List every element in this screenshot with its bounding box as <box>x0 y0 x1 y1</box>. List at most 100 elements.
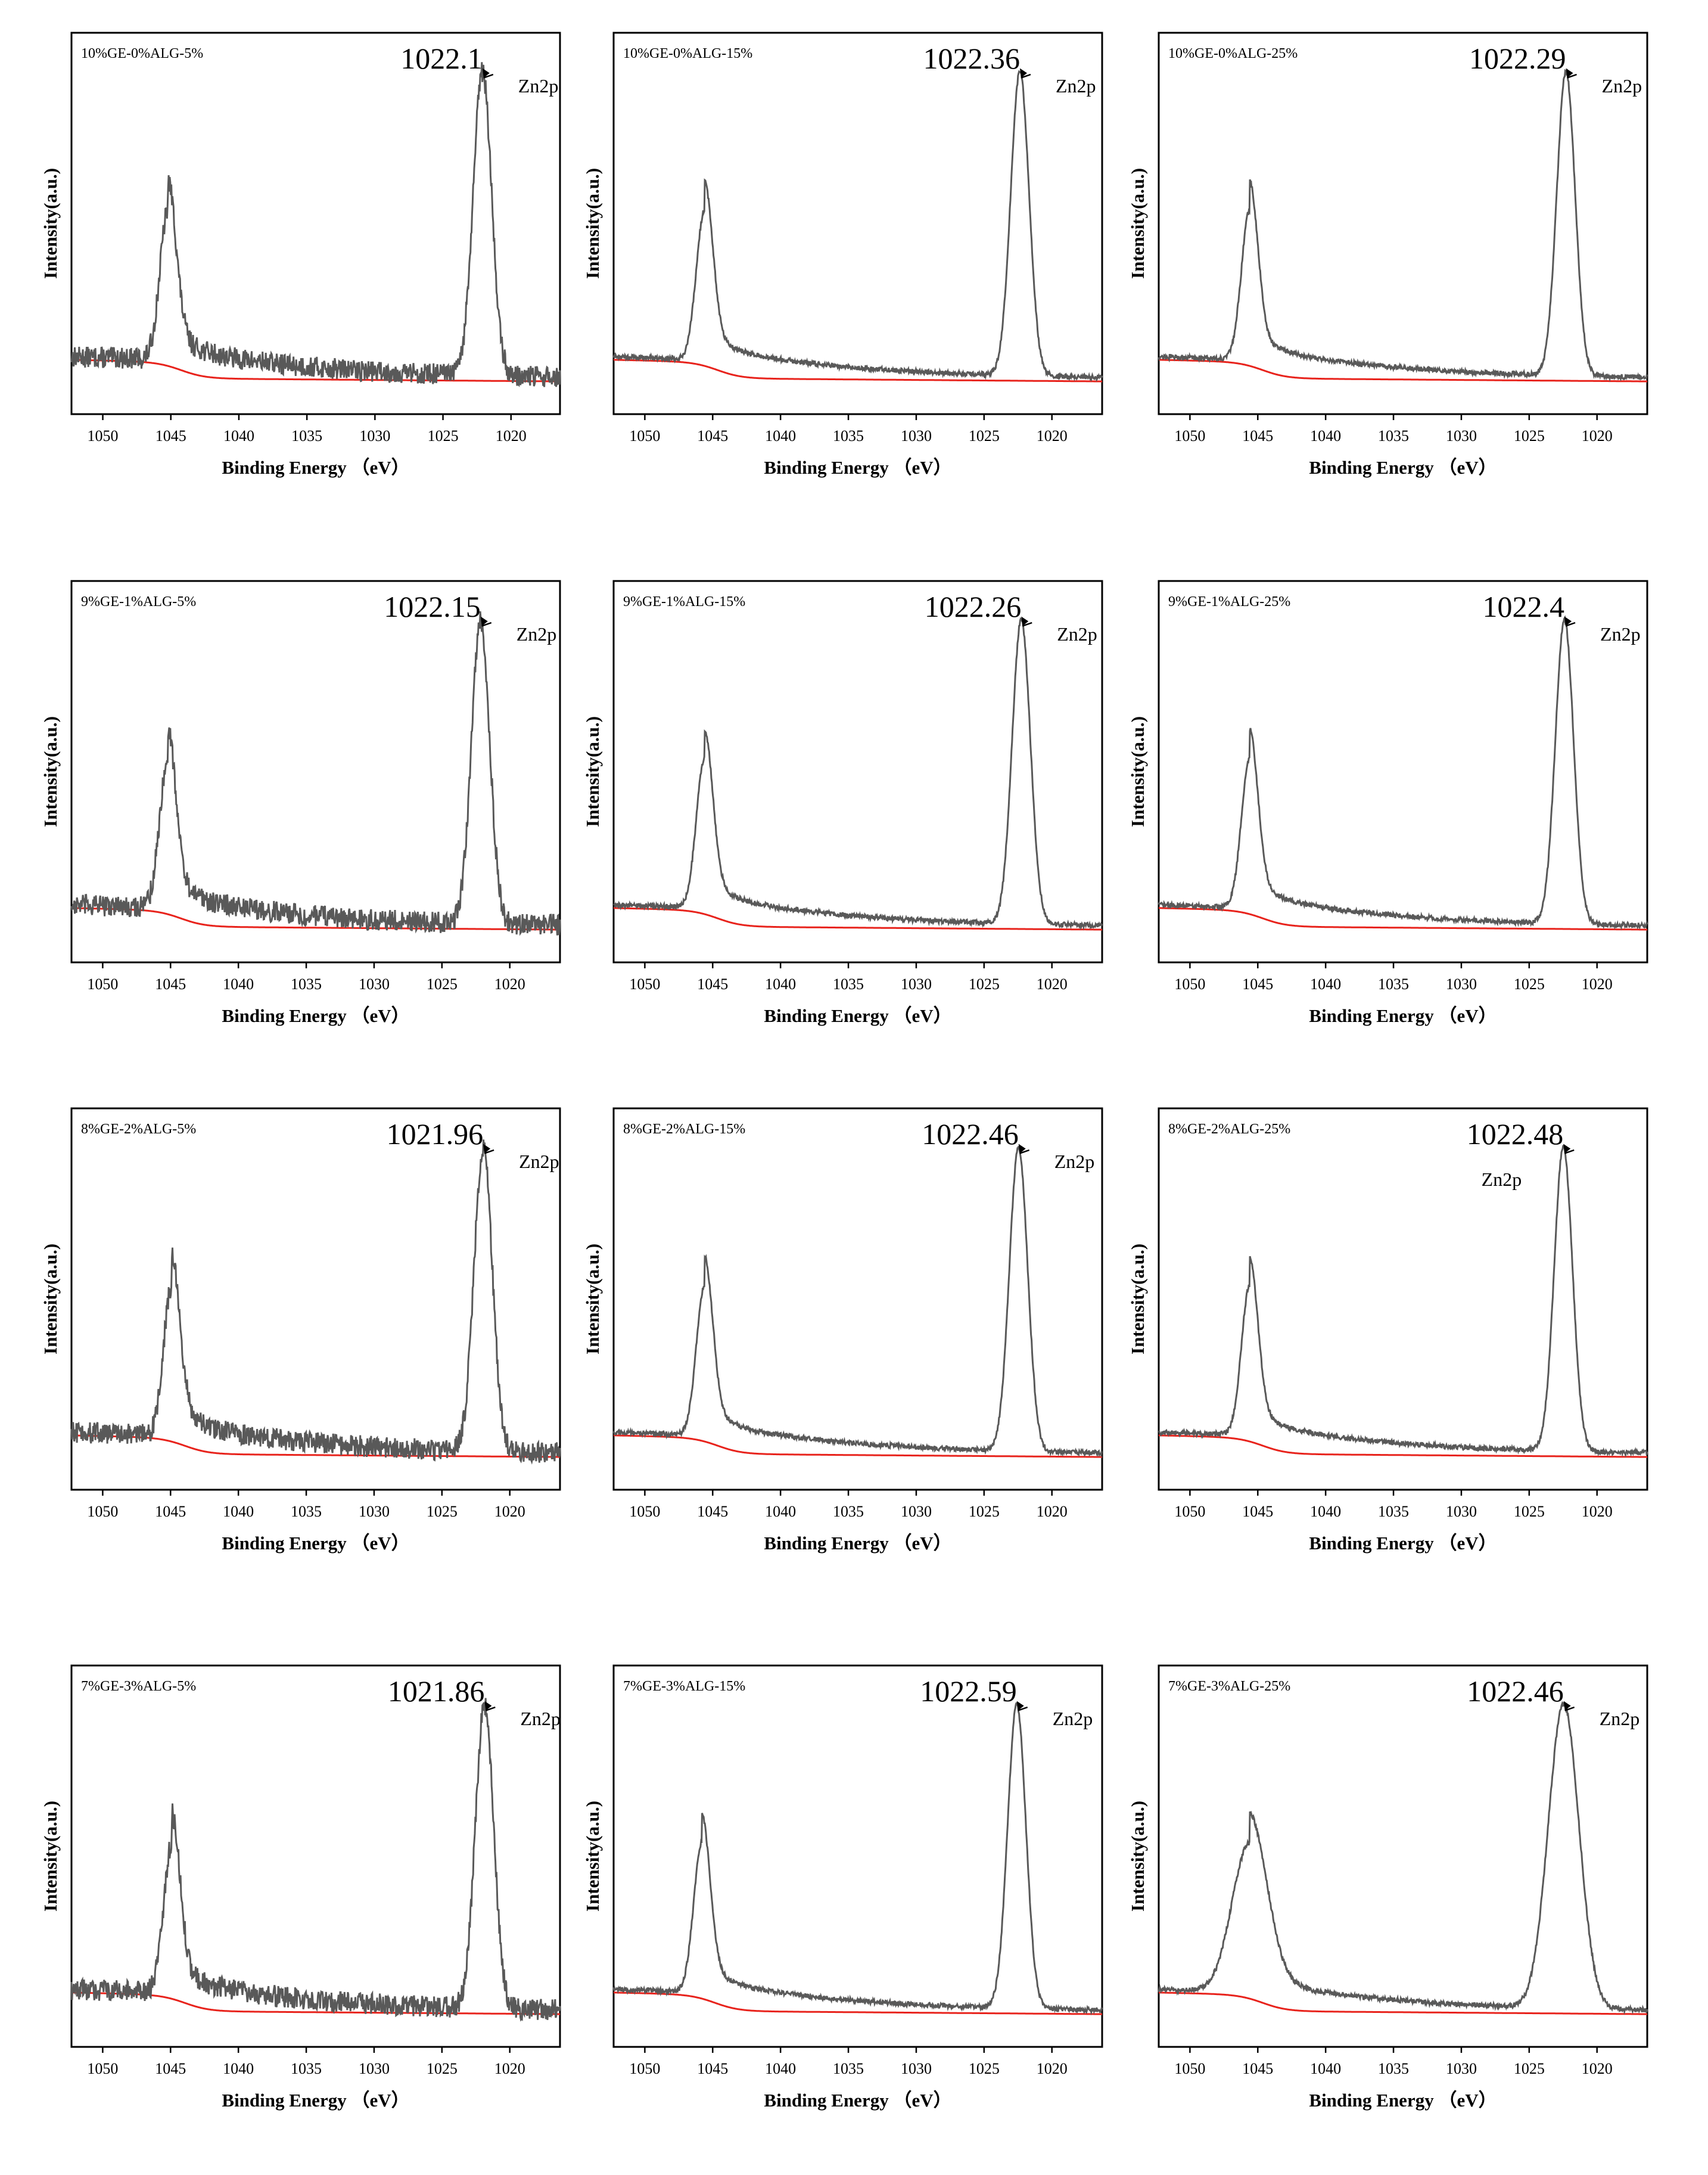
background-line <box>614 907 1102 931</box>
x-tick-label: 1045 <box>1242 975 1273 993</box>
x-tick-label: 1045 <box>697 427 728 445</box>
peak-arrow-head <box>1563 1144 1571 1154</box>
peak-arrow <box>1564 1149 1575 1154</box>
plot-frame <box>1158 1664 1648 2048</box>
x-tick-label: 1050 <box>1174 1503 1205 1520</box>
x-tick-label: 1045 <box>1242 427 1273 445</box>
background-line <box>614 359 1102 383</box>
peak-arrow <box>485 1706 496 1711</box>
plot-frame <box>1158 580 1648 964</box>
x-tick-label: 1025 <box>1514 1503 1545 1520</box>
sample-label: 10%GE-0%ALG-15% <box>623 46 752 61</box>
x-tick-label: 1035 <box>291 975 322 993</box>
y-axis-title: Intensity(a.u.) <box>582 1801 603 1912</box>
x-tick-label: 1030 <box>1446 2060 1477 2077</box>
x-tick-label: 1025 <box>1514 975 1545 993</box>
xps-panel: 1050 1045 1040 1035 1030 1025 1020 Binding Ener… <box>575 1660 1123 2175</box>
x-tick-label: 1030 <box>1446 427 1477 445</box>
y-axis-title: Intensity(a.u.) <box>1127 168 1148 279</box>
sample-label: 8%GE-2%ALG-5% <box>81 1121 196 1137</box>
sample-label: 9%GE-1%ALG-5% <box>81 594 196 610</box>
peak-arrow <box>1565 622 1576 627</box>
x-tick-label: 1030 <box>1446 975 1477 993</box>
x-tick-label: 1030 <box>359 427 390 445</box>
x-tick-label: 1025 <box>969 2060 1000 2077</box>
plot-frame <box>70 580 561 964</box>
x-tick-label: 1045 <box>697 1503 728 1520</box>
x-tick-label: 1050 <box>629 427 660 445</box>
xps-chart: 1050 1045 1040 1035 1030 1025 1020 Binding Ener… <box>40 1664 561 2111</box>
peak-value-label: 1021.96 <box>387 1117 484 1151</box>
spectrum-line <box>612 1146 1103 1458</box>
x-tick-label: 1045 <box>155 427 186 445</box>
sample-label: 9%GE-1%ALG-15% <box>623 594 745 610</box>
x-tick-label: 1035 <box>291 2060 322 2077</box>
peak-arrow-head <box>483 1144 491 1154</box>
x-axis-title: Binding Energy （eV） <box>222 1533 409 1553</box>
x-tick-label: 1020 <box>494 975 525 993</box>
spectrum-line <box>612 1702 1103 2016</box>
background-line <box>71 1434 560 1458</box>
species-label: Zn2p <box>1056 75 1096 97</box>
peak-arrow-head <box>1563 1701 1571 1711</box>
peak-arrow-head <box>1021 616 1029 626</box>
background-line <box>1159 1991 1647 2015</box>
x-tick-label: 1025 <box>427 975 458 993</box>
x-tick-label: 1050 <box>629 2060 660 2077</box>
xps-panel: 1050 1045 1040 1035 1030 1025 1020 Binding Ener… <box>33 575 581 1090</box>
peak-arrow <box>1022 622 1032 627</box>
x-axis-title: Binding Energy （eV） <box>1309 2090 1497 2111</box>
peak-arrow <box>1021 73 1031 79</box>
xps-panel: 1050 1045 1040 1035 1030 1025 1020 Binding Ener… <box>575 27 1123 542</box>
x-tick-label: 1050 <box>87 975 118 993</box>
sample-label: 8%GE-2%ALG-25% <box>1168 1121 1290 1137</box>
peak-value-label: 1022.46 <box>1467 1674 1564 1708</box>
x-tick-label: 1025 <box>969 975 1000 993</box>
y-axis-title: Intensity(a.u.) <box>40 716 61 827</box>
xps-chart: 1050 1045 1040 1035 1030 1025 1020 Binding Ener… <box>40 580 561 1026</box>
y-axis-title: Intensity(a.u.) <box>582 168 603 279</box>
x-tick-label: 1030 <box>901 1503 932 1520</box>
x-tick-label: 1045 <box>697 975 728 993</box>
x-tick-label: 1030 <box>901 427 932 445</box>
plot-frame <box>70 32 561 415</box>
plot-frame <box>612 32 1103 415</box>
peak-value-label: 1022.36 <box>923 42 1020 75</box>
x-tick-label: 1050 <box>87 1503 118 1520</box>
spectrum-line <box>613 617 1103 931</box>
x-tick-label: 1050 <box>1174 2060 1205 2077</box>
y-axis-title: Intensity(a.u.) <box>1127 1801 1148 1912</box>
spectrum-line <box>70 1139 561 1465</box>
species-label: Zn2p <box>1482 1169 1522 1190</box>
x-tick-label: 1020 <box>494 1503 525 1520</box>
x-tick-label: 1040 <box>1310 2060 1341 2077</box>
peak-arrow-head <box>1566 68 1573 78</box>
spectrum-line <box>70 1698 561 2022</box>
x-tick-label: 1020 <box>1582 427 1613 445</box>
x-tick-label: 1035 <box>1378 1503 1409 1520</box>
peak-value-label: 1021.86 <box>388 1674 485 1708</box>
xps-chart: 1050 1045 1040 1035 1030 1025 1020 Binding Ener… <box>582 1107 1103 1553</box>
x-axis-title: Binding Energy （eV） <box>764 1533 951 1553</box>
xps-chart: 1050 1045 1040 1035 1030 1025 1020 Binding Ener… <box>582 1664 1103 2111</box>
x-tick-label: 1020 <box>1037 1503 1068 1520</box>
xps-panel: 1050 1045 1040 1035 1030 1025 1020 Binding Ener… <box>33 1102 581 1618</box>
species-label: Zn2p <box>1602 75 1642 97</box>
x-axis-title: Binding Energy （eV） <box>222 2090 409 2111</box>
xps-chart: 1050 1045 1040 1035 1030 1025 1020 Binding Ener… <box>1127 1107 1648 1553</box>
peak-arrow-head <box>484 1701 492 1711</box>
x-tick-label: 1025 <box>427 1503 458 1520</box>
x-tick-label: 1035 <box>833 1503 864 1520</box>
x-tick-label: 1050 <box>1174 427 1205 445</box>
sample-label: 7%GE-3%ALG-15% <box>623 1679 745 1694</box>
peak-value-label: 1022.59 <box>920 1674 1017 1708</box>
xps-panel: 1050 1045 1040 1035 1030 1025 1020 Binding Ener… <box>575 1102 1123 1618</box>
sample-label: 7%GE-3%ALG-25% <box>1168 1679 1290 1694</box>
peak-value-label: 1022.48 <box>1467 1117 1564 1151</box>
peak-arrow <box>1564 1706 1575 1711</box>
background-line <box>71 1991 560 2015</box>
y-axis-title: Intensity(a.u.) <box>40 168 61 279</box>
y-axis-title: Intensity(a.u.) <box>40 1801 61 1912</box>
x-tick-label: 1030 <box>1446 1503 1477 1520</box>
x-tick-label: 1040 <box>765 2060 796 2077</box>
